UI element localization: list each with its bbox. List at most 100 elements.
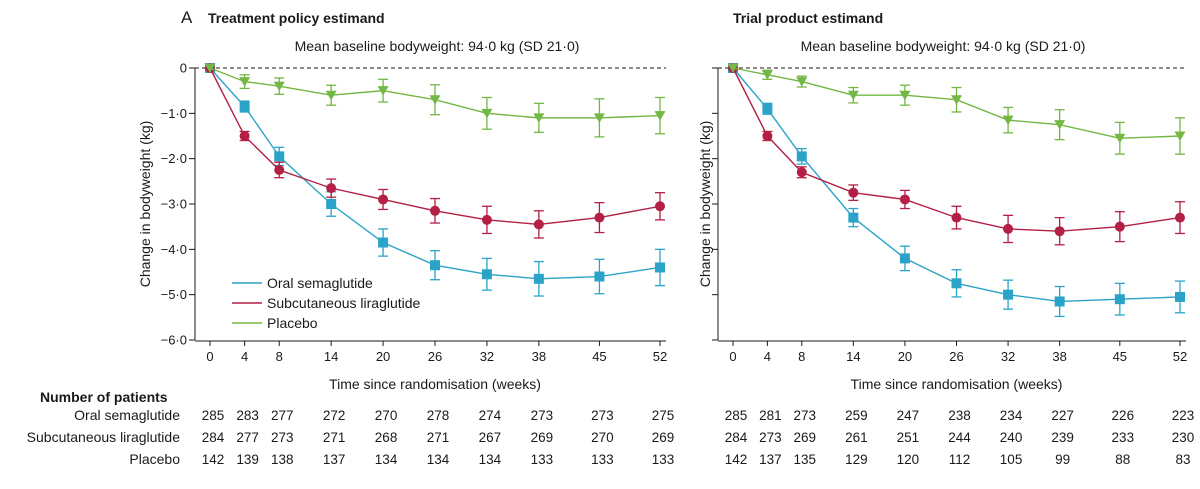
x-tick-label: 8: [276, 349, 283, 364]
data-point: [533, 219, 544, 230]
patients-count: 273: [591, 408, 614, 423]
panel-trial-product: Trial product estimand Mean baseline body…: [697, 10, 1194, 467]
patients-count: 139: [236, 452, 259, 467]
patients-count: 271: [427, 430, 450, 445]
data-point: [1174, 131, 1186, 141]
data-point: [325, 90, 337, 101]
legend-label: Oral semaglutide: [267, 275, 373, 291]
patients-count: 259: [845, 408, 868, 423]
patients-count: 112: [949, 452, 971, 467]
x-tick-label: 45: [592, 349, 606, 364]
patients-count: 274: [479, 408, 502, 423]
series-oral-semaglutide: [205, 63, 665, 297]
patients-count: 226: [1112, 408, 1135, 423]
y-tick-label: −1·0: [161, 106, 187, 121]
patients-count: 247: [897, 408, 920, 423]
x-tick-label: 38: [532, 349, 546, 364]
patients-count: 239: [1051, 430, 1074, 445]
data-point: [951, 95, 962, 105]
data-point: [481, 108, 493, 119]
data-point: [430, 260, 440, 271]
patients-count: 284: [725, 430, 748, 445]
series-line: [732, 67, 1181, 139]
patients-count: 269: [794, 430, 817, 445]
patients-count: 137: [759, 452, 782, 467]
series-line: [732, 67, 1181, 232]
data-point: [239, 101, 250, 112]
y-tick-label: −5·0: [161, 287, 187, 302]
patients-count: 134: [375, 452, 398, 467]
data-point: [594, 212, 605, 223]
patients-count: 273: [759, 430, 782, 445]
legend-label: Subcutaneous liraglutide: [267, 295, 421, 311]
data-point: [274, 165, 285, 175]
data-point: [239, 131, 250, 141]
panel-subtitle: Mean baseline bodyweight: 94·0 kg (SD 21…: [801, 38, 1086, 54]
patients-count: 277: [271, 408, 294, 423]
patients-count: 261: [845, 430, 868, 445]
patients-count: 273: [531, 408, 554, 423]
data-point: [1054, 120, 1066, 130]
x-tick-label: 52: [1173, 349, 1187, 364]
patients-count: 137: [323, 452, 346, 467]
patients-row-label: Placebo: [129, 451, 180, 467]
patients-count: 133: [531, 452, 554, 467]
patients-count: 285: [725, 408, 748, 423]
patients-count: 269: [652, 430, 675, 445]
data-point: [533, 113, 545, 123]
patients-count: 129: [845, 452, 868, 467]
patients-count: 268: [375, 430, 398, 445]
y-tick-label: −3·0: [161, 197, 187, 212]
patients-count: 281: [759, 408, 782, 423]
x-tick-label: 26: [949, 349, 963, 364]
panel-title: Treatment policy estimand: [208, 10, 385, 26]
x-tick-label: 20: [898, 349, 912, 364]
x-tick-label: 32: [480, 349, 494, 364]
data-point: [899, 253, 910, 264]
data-point: [899, 90, 911, 101]
data-point: [1003, 223, 1014, 234]
data-point: [796, 167, 807, 178]
patients-count: 244: [948, 430, 971, 445]
data-point: [326, 199, 337, 209]
data-point: [377, 86, 389, 96]
data-point: [848, 212, 859, 223]
patients-count: 134: [427, 452, 450, 467]
patients-count: 223: [1172, 408, 1195, 423]
data-point: [1002, 115, 1014, 126]
data-point: [1114, 221, 1125, 232]
x-tick-label: 14: [324, 349, 338, 364]
patients-count: 283: [236, 408, 259, 423]
patients-count: 240: [1000, 430, 1023, 445]
x-axis-title: Time since randomisation (weeks): [851, 376, 1063, 392]
series-subcutaneous-liraglutide: [205, 63, 665, 239]
data-point: [847, 90, 859, 101]
data-point: [481, 269, 492, 280]
data-point: [655, 262, 665, 273]
patients-count: 273: [794, 408, 817, 423]
series-line: [209, 67, 661, 280]
data-point: [761, 70, 773, 80]
y-tick-label: −6·0: [161, 333, 187, 348]
data-point: [1054, 296, 1065, 307]
panel-title: Trial product estimand: [733, 10, 883, 26]
data-point: [204, 63, 216, 73]
x-tick-label: 4: [764, 349, 771, 364]
data-point: [273, 81, 285, 92]
data-point: [429, 95, 441, 105]
data-point: [951, 278, 962, 289]
data-point: [593, 113, 605, 123]
patients-count: 238: [948, 408, 971, 423]
patients-count: 134: [479, 452, 502, 467]
data-point: [378, 237, 389, 248]
x-tick-label: 32: [1001, 349, 1015, 364]
patients-count: 234: [1000, 408, 1023, 423]
data-point: [274, 151, 285, 162]
y-tick-label: −4·0: [161, 242, 187, 257]
panel-subtitle: Mean baseline bodyweight: 94·0 kg (SD 21…: [295, 38, 580, 54]
patients-count: 105: [1000, 452, 1023, 467]
patients-count: 88: [1115, 452, 1130, 467]
y-tick-label: −2·0: [161, 151, 187, 166]
series-placebo: [727, 63, 1186, 155]
x-tick-label: 38: [1052, 349, 1066, 364]
